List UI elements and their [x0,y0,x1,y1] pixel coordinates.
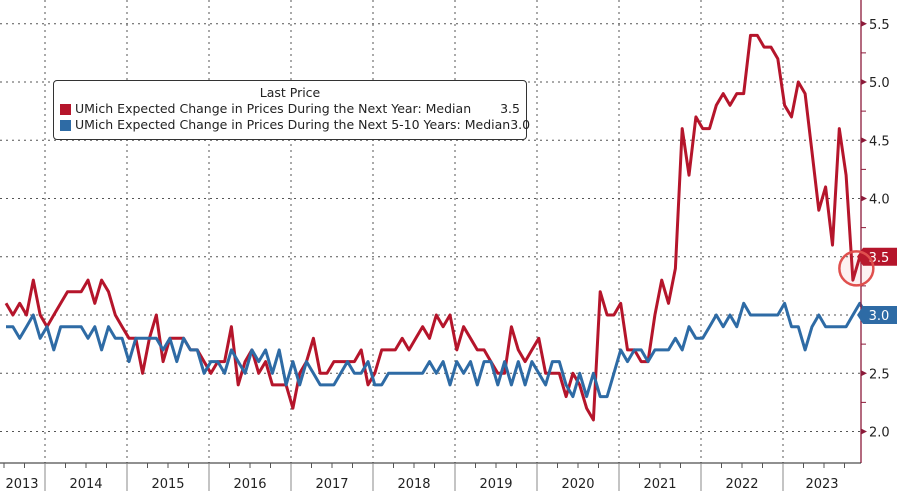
y-tick-label: 5.5 [869,18,890,33]
highlight-circle [838,250,875,287]
legend-swatch-next-year [60,103,71,115]
series-line-5-10-years [6,301,874,399]
last-value-tag [857,247,897,266]
series-line-next-year [4,33,862,422]
x-tick-label: 2022 [725,477,758,491]
y-tick-label: 2.0 [869,426,890,441]
legend-value-5-10-years: 3.0 [510,117,531,132]
x-tick-label: 2016 [233,477,266,491]
legend-value-next-year: 3.5 [500,101,520,116]
last-value-tag [857,306,897,324]
y-tick-marker [861,79,867,85]
x-tick-label: 2023 [805,477,838,491]
gridlines [0,0,861,463]
x-tick-label: 2019 [479,477,512,491]
series-lines [4,33,874,422]
legend: Last Price UMich Expected Change in Pric… [53,80,530,140]
x-tick-label: 2021 [643,477,676,491]
x-tick-label: 2013 [5,477,38,491]
y-tick-marker [861,137,867,144]
legend-label-next-year: UMich Expected Change in Prices During t… [75,101,472,116]
y-axis: 2.0 2.5 4.0 4.5 5.0 5.5 [860,0,890,463]
y-tick-marker [861,370,867,377]
x-tick-label: 2017 [315,477,348,491]
legend-item-next-year: UMich Expected Change in Prices During t… [60,101,520,117]
x-tick-label: 2020 [561,477,594,491]
last-value-label: 3.5 [869,251,890,266]
x-tick-label: 2015 [151,477,184,491]
legend-label-5-10-years: UMich Expected Change in Prices During t… [75,117,511,132]
x-axis: 2013 2014 2015 2016 2017 2018 2019 2020 2021 2022… [0,462,861,491]
annotations: 3.5 3.0 [838,247,897,324]
y-tick-marker [861,195,867,202]
y-tick-label: 5.0 [869,76,890,91]
x-tick-label: 2014 [69,477,102,491]
y-tick-marker [861,428,867,435]
x-tick-label: 2018 [397,477,430,491]
y-tick-label: 4.0 [869,193,890,208]
y-tick-label: 2.5 [869,367,890,382]
legend-swatch-5-10-years [60,119,71,131]
y-tick-marker [861,20,867,27]
y-tick-label: 4.5 [869,134,890,149]
legend-title: Last Price [259,85,321,100]
last-value-label: 3.0 [869,309,890,324]
legend-item-5-10-years: UMich Expected Change in Prices During t… [60,117,530,133]
